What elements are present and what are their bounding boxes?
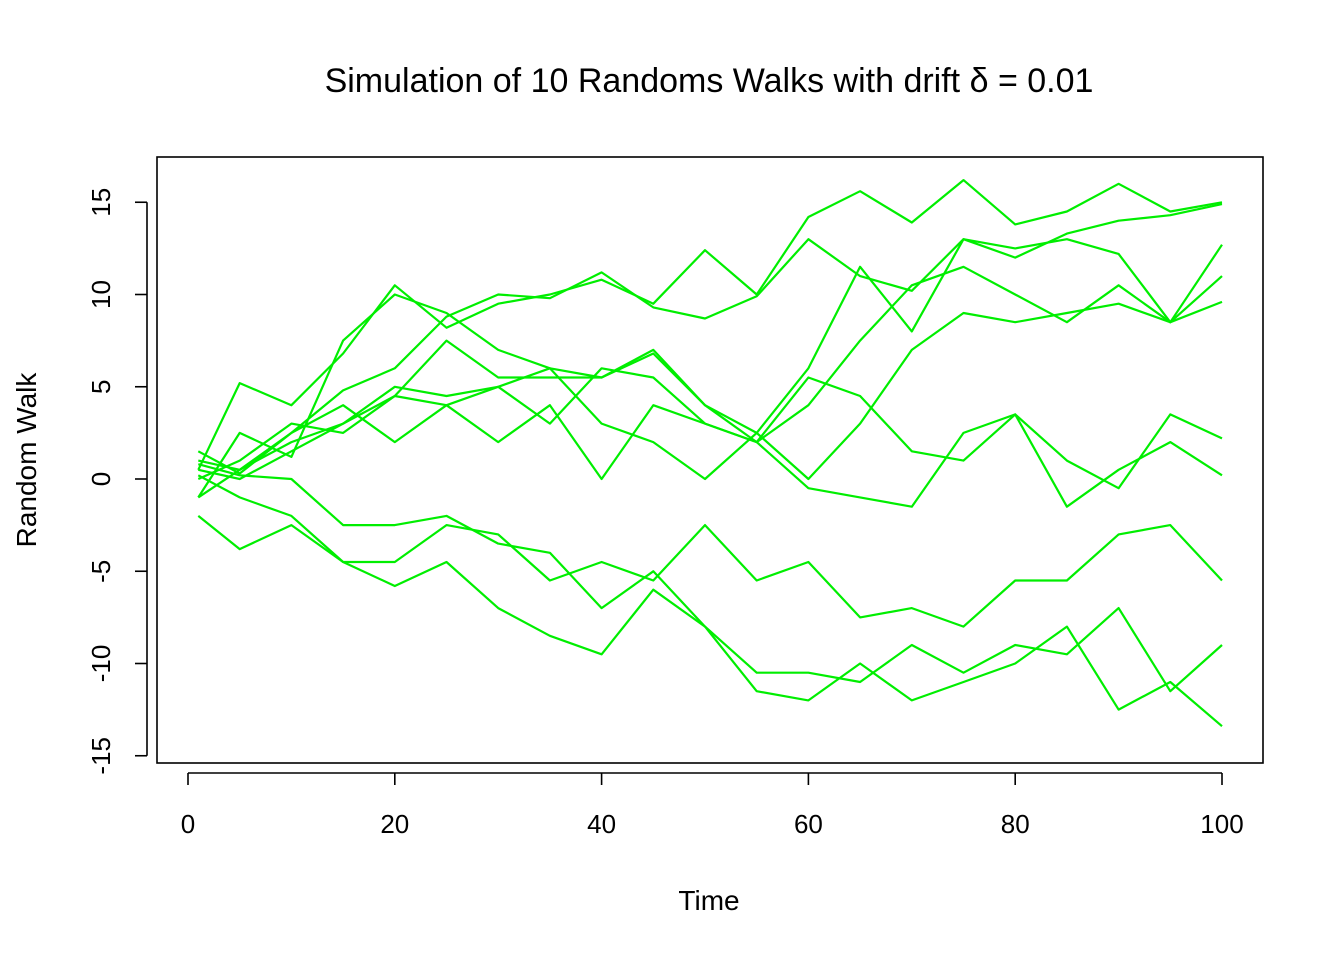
series-line-7 xyxy=(198,367,1223,508)
series-line-6 xyxy=(197,376,1223,490)
y-axis-title: Random Walk xyxy=(11,372,42,548)
x-tick-label: 80 xyxy=(1001,809,1030,839)
x-tick-label: 60 xyxy=(794,809,823,839)
y-tick-label: 10 xyxy=(86,280,116,309)
plot-frame xyxy=(156,156,1264,764)
x-tick-label: 40 xyxy=(587,809,616,839)
y-tick-label: -15 xyxy=(86,737,116,775)
series-line-4 xyxy=(197,265,1223,499)
y-tick-label: 5 xyxy=(86,380,116,394)
y-tick-label: 15 xyxy=(86,188,116,217)
x-tick-label: 100 xyxy=(1200,809,1243,839)
y-tick-label: 0 xyxy=(86,472,116,486)
x-tick-label: 0 xyxy=(181,809,195,839)
x-axis-title: Time xyxy=(678,885,739,916)
y-tick-label: -10 xyxy=(86,645,116,683)
series-line-3 xyxy=(197,238,1223,498)
chart-title: Simulation of 10 Randoms Walks with drif… xyxy=(325,62,1094,100)
y-tick-label: -5 xyxy=(86,560,116,583)
x-axis: 0 20 40 60 80 100 xyxy=(181,772,1244,839)
x-tick-label: 20 xyxy=(380,809,409,839)
series-line-5 xyxy=(197,300,1223,481)
series-line-1 xyxy=(197,179,1223,471)
series-line-8 xyxy=(197,515,1223,628)
series-line-10 xyxy=(197,474,1223,728)
series-line-2 xyxy=(198,203,1223,471)
y-axis: -15 -10 -5 0 5 10 15 xyxy=(86,188,148,775)
series-layer xyxy=(197,179,1223,728)
